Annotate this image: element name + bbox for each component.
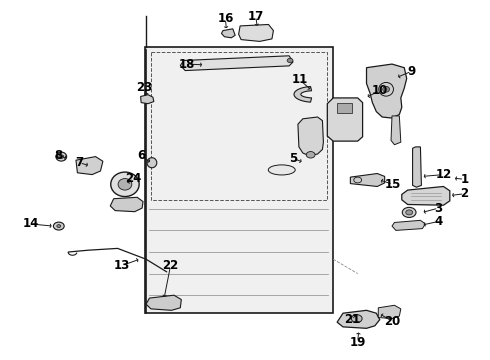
Polygon shape: [391, 116, 401, 145]
Text: 18: 18: [179, 58, 196, 71]
Text: 6: 6: [137, 149, 145, 162]
Text: 16: 16: [217, 12, 234, 25]
Text: 19: 19: [349, 336, 366, 348]
Text: 14: 14: [22, 217, 39, 230]
Polygon shape: [294, 86, 312, 102]
Text: 15: 15: [385, 178, 401, 191]
Text: 17: 17: [247, 10, 264, 23]
Polygon shape: [350, 174, 385, 186]
Polygon shape: [327, 98, 363, 141]
Ellipse shape: [59, 155, 64, 158]
Ellipse shape: [306, 152, 315, 158]
Polygon shape: [221, 29, 235, 38]
Text: 9: 9: [408, 65, 416, 78]
Text: 24: 24: [125, 172, 142, 185]
Text: 20: 20: [384, 315, 400, 328]
Ellipse shape: [56, 152, 67, 161]
Polygon shape: [378, 305, 401, 319]
Text: 10: 10: [371, 84, 388, 97]
Polygon shape: [337, 310, 380, 328]
Text: 22: 22: [162, 259, 179, 272]
Text: 12: 12: [435, 168, 452, 181]
Ellipse shape: [118, 179, 132, 190]
Polygon shape: [146, 295, 181, 310]
Text: 11: 11: [292, 73, 308, 86]
Text: 1: 1: [461, 173, 468, 186]
Polygon shape: [413, 147, 421, 187]
Polygon shape: [367, 64, 407, 118]
Ellipse shape: [268, 165, 295, 175]
Ellipse shape: [147, 158, 157, 168]
Polygon shape: [392, 220, 425, 230]
Ellipse shape: [383, 86, 390, 92]
Ellipse shape: [53, 222, 64, 230]
Ellipse shape: [111, 172, 139, 197]
Text: 21: 21: [343, 313, 360, 326]
Ellipse shape: [402, 207, 416, 217]
Text: 3: 3: [435, 202, 442, 215]
Polygon shape: [110, 197, 143, 212]
Polygon shape: [402, 186, 450, 205]
Ellipse shape: [287, 58, 293, 63]
Ellipse shape: [351, 315, 362, 323]
Text: 8: 8: [55, 149, 63, 162]
Bar: [337, 103, 352, 113]
Polygon shape: [239, 24, 273, 41]
Text: 5: 5: [289, 152, 297, 165]
Text: 2: 2: [461, 187, 468, 200]
Polygon shape: [145, 47, 333, 313]
Ellipse shape: [406, 210, 413, 215]
Text: 23: 23: [136, 81, 153, 94]
Polygon shape: [76, 157, 103, 175]
Ellipse shape: [57, 225, 61, 228]
Text: 4: 4: [435, 215, 442, 228]
Text: 13: 13: [113, 259, 130, 272]
Polygon shape: [141, 95, 154, 104]
Polygon shape: [180, 56, 293, 71]
Polygon shape: [298, 117, 323, 156]
Text: 7: 7: [75, 156, 83, 169]
